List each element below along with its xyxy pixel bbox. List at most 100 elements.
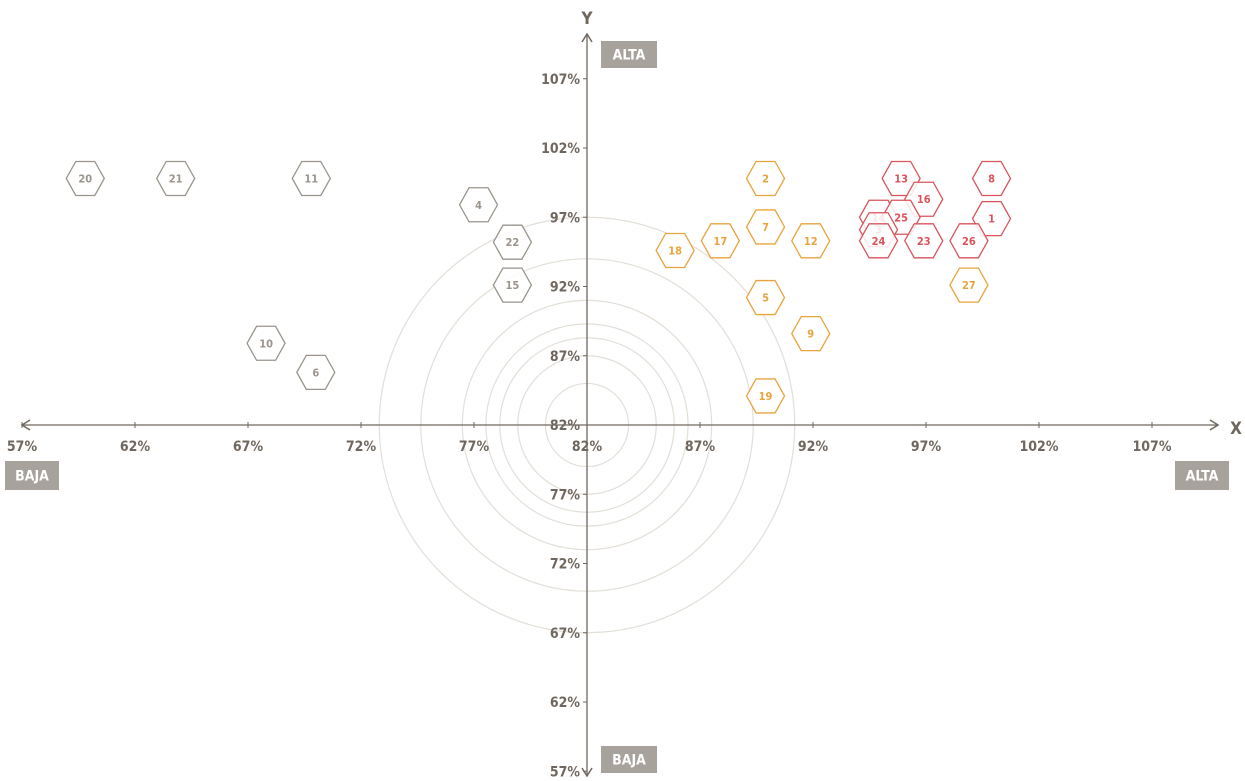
x-tick-label: 97% xyxy=(911,439,942,455)
point-label: 10 xyxy=(259,337,273,350)
y-tick-label: 92% xyxy=(550,280,581,296)
x-tick-label: 82% xyxy=(572,439,603,455)
x-tick-label: 77% xyxy=(459,439,490,455)
hexagon-marker xyxy=(492,267,533,303)
data-point: 22 xyxy=(492,224,533,260)
hexagon-marker xyxy=(971,160,1012,197)
y-high-badge-bg xyxy=(601,41,657,68)
data-point: 17 xyxy=(700,223,741,259)
point-label: 16 xyxy=(917,193,931,206)
y-tick-label: 67% xyxy=(550,626,581,642)
point-label: 12 xyxy=(804,235,818,248)
point-label: 21 xyxy=(169,172,183,185)
hexagon-marker xyxy=(655,232,695,269)
hexagon-marker xyxy=(291,160,332,197)
y-axis-arrow-bottom xyxy=(581,767,593,778)
axes xyxy=(20,32,1220,778)
hexagon-marker xyxy=(881,160,921,197)
data-point: 27 xyxy=(949,267,989,303)
x-tick-label: 57% xyxy=(7,439,38,455)
hexagon-marker xyxy=(858,223,899,259)
y-tick-label: 87% xyxy=(550,349,581,365)
point-label: 7 xyxy=(762,221,769,234)
point-label: 25 xyxy=(894,211,908,224)
data-point: 21 xyxy=(155,160,196,197)
data-point: 18 xyxy=(655,232,695,269)
hexagon-marker xyxy=(296,354,336,391)
tick-labels: 57% 62% 67% 72% 77% 82% 87% 92% 97% 102% 107% 107% 1… xyxy=(7,72,1172,781)
data-point: 10 xyxy=(246,325,286,361)
x-low-badge: BAJA xyxy=(5,461,59,490)
y-axis-label: Y xyxy=(580,9,593,29)
point-label: 11 xyxy=(304,172,318,185)
x-axis-arrow-right xyxy=(1209,419,1220,431)
y-low-badge-bg xyxy=(601,746,657,773)
point-label: 13 xyxy=(894,172,908,185)
x-high-badge-label: ALTA xyxy=(1186,469,1219,485)
hexagon-marker xyxy=(700,223,741,259)
y-high-badge-label: ALTA xyxy=(613,48,646,64)
y-tick-label: 97% xyxy=(550,210,581,226)
data-point: 9 xyxy=(790,315,831,352)
point-label: 26 xyxy=(962,235,976,248)
point-label: 17 xyxy=(713,235,727,248)
data-point: 19 xyxy=(745,378,786,414)
point-label: 8 xyxy=(988,172,995,185)
y-tick-label: 62% xyxy=(550,695,581,711)
data-point: 2 xyxy=(745,160,786,197)
data-point: 5 xyxy=(745,279,786,316)
hexagon-marker xyxy=(458,187,499,223)
data-point: 12 xyxy=(790,223,831,259)
data-point: 7 xyxy=(745,209,786,245)
x-axis-label: X xyxy=(1230,419,1242,439)
y-tick-label: 102% xyxy=(541,141,580,157)
hexagon-marker xyxy=(745,160,786,197)
point-label: 19 xyxy=(759,390,773,403)
hexagon-marker xyxy=(949,267,989,303)
point-label: 9 xyxy=(807,328,814,341)
data-point: 11 xyxy=(291,160,332,197)
y-low-badge-label: BAJA xyxy=(612,753,646,769)
hexagon-marker xyxy=(790,315,831,352)
x-tick-label: 67% xyxy=(233,439,264,455)
data-point: 13 xyxy=(881,160,921,197)
x-tick-label: 107% xyxy=(1133,439,1172,455)
point-label: 15 xyxy=(506,279,520,292)
hexagon-marker xyxy=(745,279,786,316)
data-point: 15 xyxy=(492,267,533,303)
point-label: 20 xyxy=(78,172,92,185)
point-label: 2 xyxy=(762,172,769,185)
x-high-badge-bg xyxy=(1175,461,1229,490)
hexagon-marker xyxy=(155,160,196,197)
x-tick-label: 102% xyxy=(1020,439,1059,455)
data-point: 20 xyxy=(65,160,106,197)
x-tick-label: 92% xyxy=(798,439,829,455)
x-tick-label: 72% xyxy=(346,439,377,455)
x-low-badge-bg xyxy=(5,461,59,490)
hexagon-marker xyxy=(745,378,786,414)
data-point: 8 xyxy=(971,160,1012,197)
y-axis-arrow-top xyxy=(581,32,593,43)
y-tick-label: 107% xyxy=(541,72,580,88)
data-point: 23 xyxy=(903,223,944,259)
hexagon-marker xyxy=(65,160,106,197)
point-label: 23 xyxy=(917,235,931,248)
data-point: 6 xyxy=(296,354,336,391)
point-label: 4 xyxy=(475,199,482,212)
hexagon-marker xyxy=(492,224,533,260)
point-label: 5 xyxy=(762,292,769,305)
hexagon-marker xyxy=(903,223,944,259)
point-label: 22 xyxy=(506,236,520,249)
hexagon-marker xyxy=(790,223,831,259)
x-low-badge-label: BAJA xyxy=(15,469,49,485)
point-label: 24 xyxy=(872,235,886,248)
y-tick-label: 82% xyxy=(550,418,581,434)
data-point: 4 xyxy=(458,187,499,223)
point-label: 18 xyxy=(668,244,682,257)
point-label: 6 xyxy=(312,366,319,379)
data-point: 24 xyxy=(858,223,899,259)
point-label: 1 xyxy=(988,213,995,226)
data-point: 26 xyxy=(949,223,989,259)
y-tick-label: 77% xyxy=(550,487,581,503)
